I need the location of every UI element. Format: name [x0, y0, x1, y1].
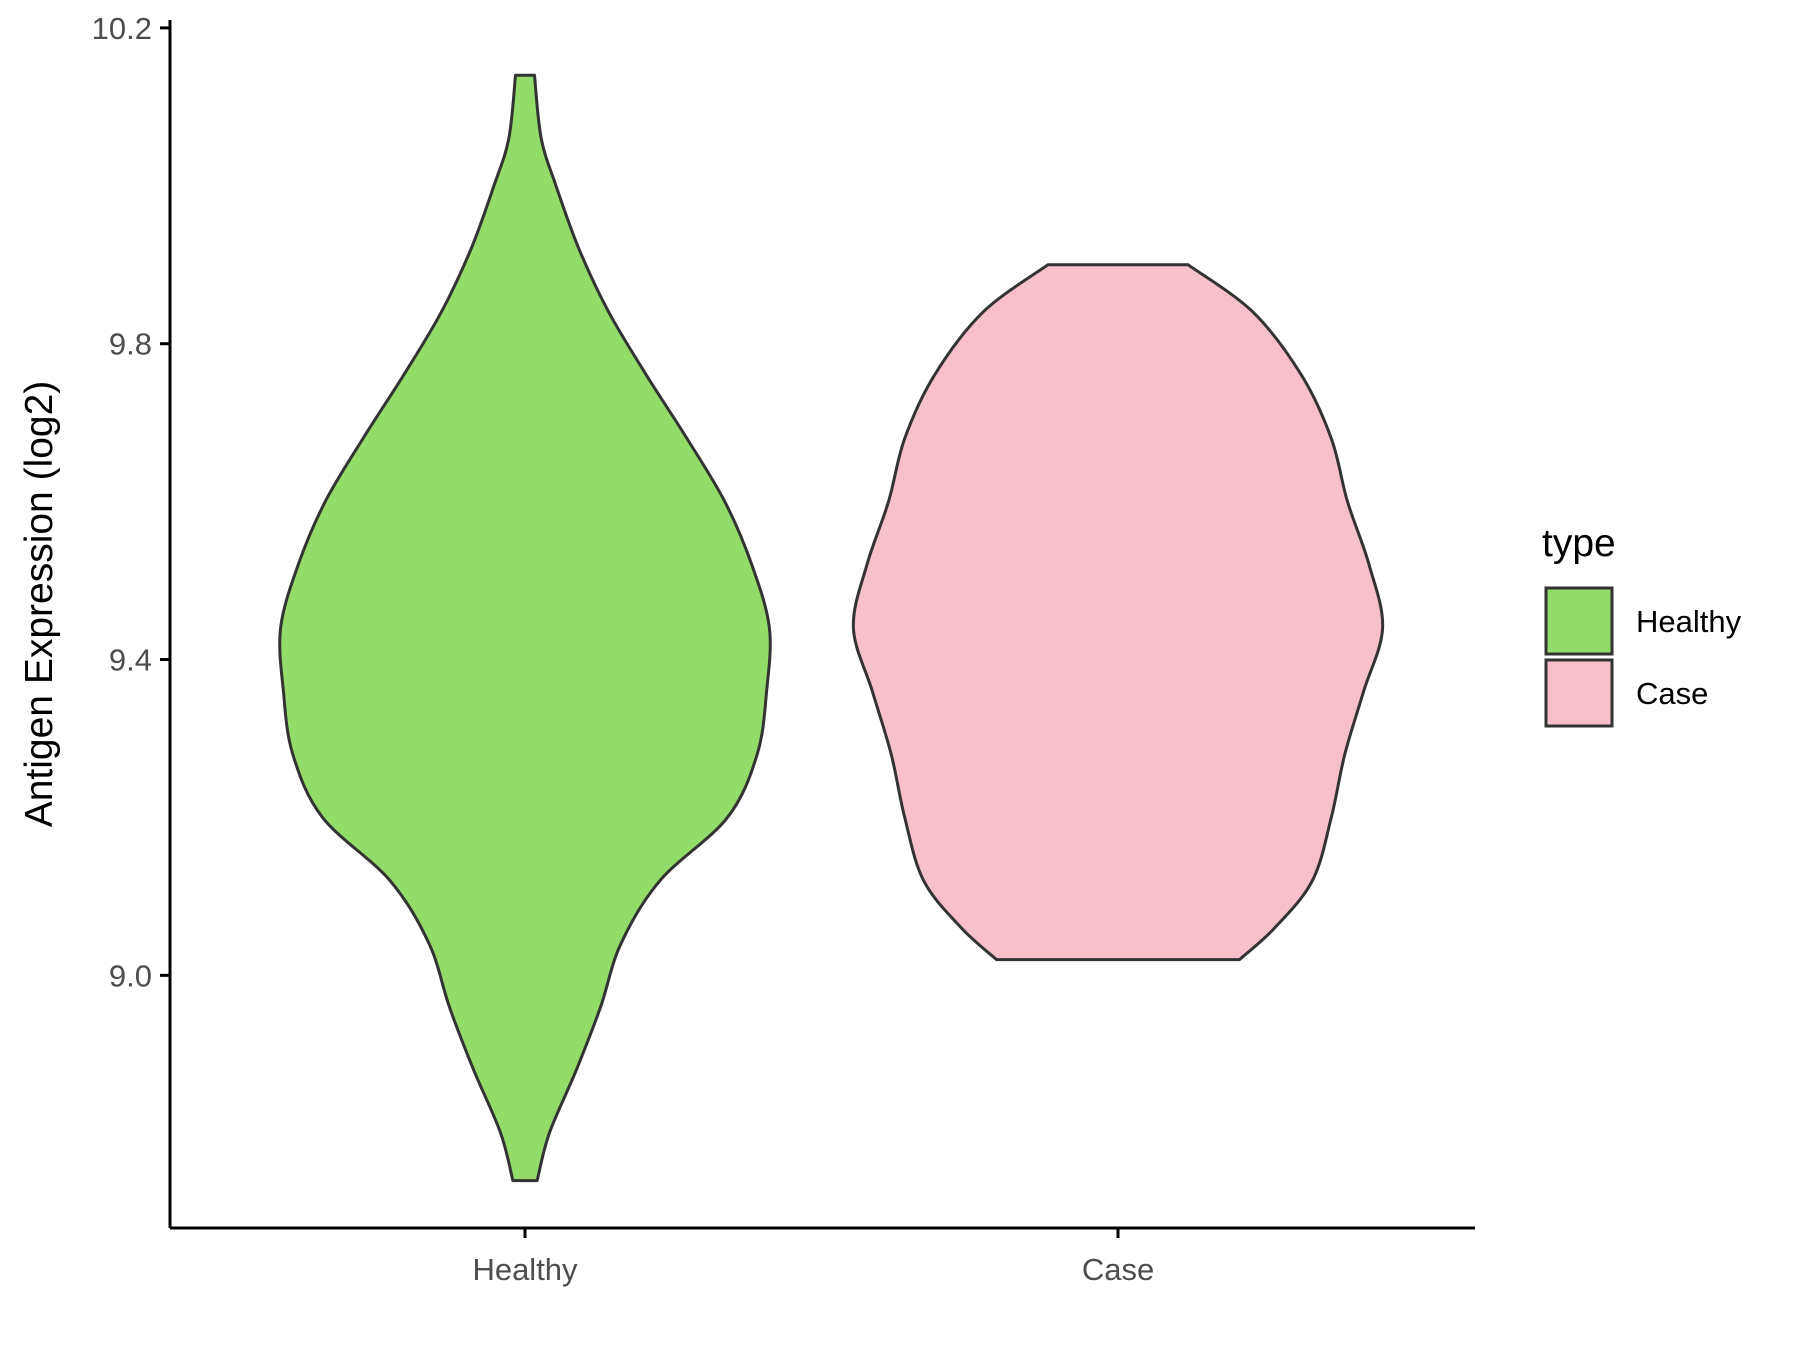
y-tick-label: 9.0	[109, 958, 152, 993]
legend: type Healthy Case	[1542, 522, 1742, 728]
violin-case	[851, 263, 1385, 962]
legend-swatch-case	[1544, 658, 1614, 728]
legend-title: type	[1542, 522, 1616, 565]
x-tick-label: Healthy	[472, 1252, 578, 1287]
legend-swatch-healthy	[1544, 586, 1614, 656]
y-tick-label: 9.8	[109, 327, 152, 362]
y-axis-ticks: 9.0 9.4 9.8 10.2	[92, 11, 170, 993]
legend-label-healthy: Healthy	[1636, 604, 1742, 639]
legend-label-case: Case	[1636, 676, 1708, 711]
x-tick-label: Case	[1082, 1252, 1154, 1287]
violin-healthy	[278, 73, 772, 1183]
legend-items: Healthy Case	[1544, 586, 1742, 728]
y-tick-label: 10.2	[92, 11, 152, 46]
x-axis-ticks: Healthy Case	[472, 1228, 1154, 1287]
y-tick-label: 9.4	[109, 643, 152, 678]
y-axis-title: Antigen Expression (log2)	[18, 381, 61, 828]
violin-layer	[278, 73, 1385, 1183]
